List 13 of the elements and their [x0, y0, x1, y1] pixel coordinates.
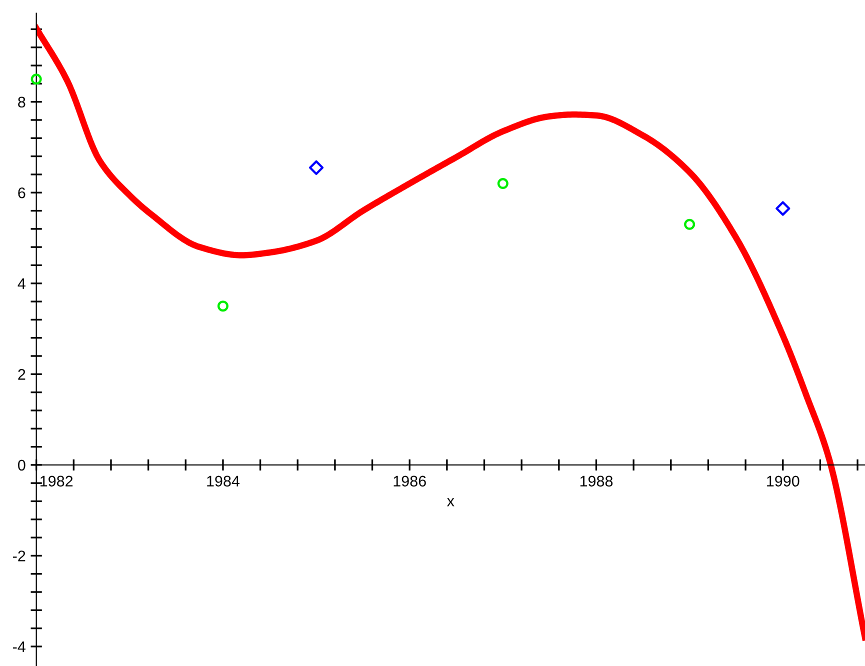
y-tick-label: 2	[18, 369, 26, 380]
y-tick-label: -2	[13, 550, 26, 562]
y-tick-label: 4	[18, 278, 26, 289]
x-axis-title: x	[447, 498, 454, 506]
x-tick-label: 1990	[767, 476, 800, 487]
y-tick-label: 6	[18, 187, 26, 198]
x-tick-label: 1982	[40, 476, 73, 487]
x-tick-label: 1988	[580, 476, 613, 487]
y-tick-label: 8	[18, 96, 26, 108]
x-tick-label: 1986	[394, 476, 426, 487]
y-tick-label: -4	[13, 642, 26, 652]
y-tick-label: 0	[18, 460, 26, 471]
x-tick-label: 1984	[207, 476, 240, 487]
